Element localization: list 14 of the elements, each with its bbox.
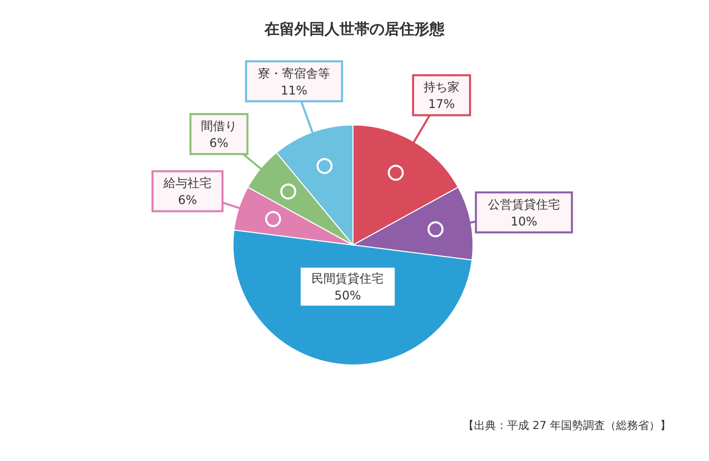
data-label: 10% <box>510 214 538 228</box>
slice-label: 民間賃貸住宅 <box>312 272 384 286</box>
slice-label: 持ち家 <box>424 80 460 94</box>
slice-label: 給与社宅 <box>162 176 212 190</box>
slice-label: 間借り <box>200 119 237 134</box>
chart-title: 在留外国人世帯の居住形態 <box>263 19 446 40</box>
data-label: 50% <box>334 288 362 303</box>
slice-label: 公営賃貸住宅 <box>488 197 560 212</box>
data-label: 17% <box>428 97 455 112</box>
data-label: 11% <box>280 83 308 98</box>
data-label: 6% <box>178 193 198 208</box>
slice-label: 寮・寄宿舎等 <box>258 66 330 80</box>
data-label: 6% <box>209 136 228 150</box>
text: 【出典：平成 27 年国勢調査（総務省）】 <box>463 418 671 433</box>
